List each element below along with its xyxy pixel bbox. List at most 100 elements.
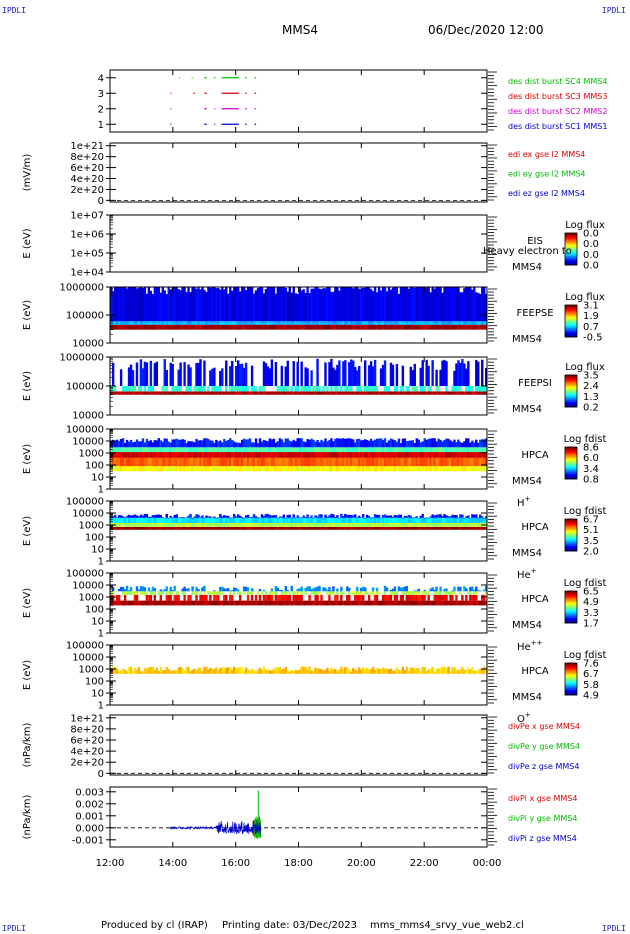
- spectrogram-cell: [205, 526, 208, 530]
- spectrogram-cell: [131, 452, 135, 458]
- spectrogram-cell: [203, 466, 206, 472]
- spectrogram-cell: [461, 324, 464, 330]
- spectrogram-cell: [171, 363, 174, 386]
- spectrogram-cell: [469, 522, 472, 527]
- spectrogram-cell: [115, 447, 119, 453]
- spectrogram-cell: [350, 522, 353, 527]
- spectrogram-cell: [211, 526, 214, 530]
- spectrogram-cell: [145, 391, 149, 395]
- spectrogram-cell: [449, 522, 452, 527]
- spectrogram-cell: [391, 364, 395, 386]
- spectrogram-cell: [233, 457, 236, 467]
- spectrogram-cell: [342, 466, 345, 472]
- spectrogram-cell: [183, 287, 186, 322]
- spectrogram-cell: [363, 360, 367, 386]
- spectrogram-cell: [477, 361, 480, 386]
- spectrogram-cell: [185, 324, 188, 330]
- spectrogram-cell: [356, 517, 359, 523]
- spectrogram-cell: [326, 466, 329, 472]
- spectrogram-cell: [431, 360, 434, 386]
- spectrogram-cell: [298, 287, 301, 322]
- y-tick-label: 3: [98, 89, 104, 100]
- spectrogram-cell: [300, 522, 303, 527]
- spectrogram-cell: [346, 391, 349, 395]
- spectrogram-cell: [383, 321, 387, 325]
- spectrogram-cell: [395, 447, 399, 453]
- spectrogram-cell: [187, 452, 190, 458]
- spectrogram-cell: [326, 324, 329, 330]
- panel-hpca_h: [106, 428, 578, 490]
- spectrogram-cell: [483, 526, 486, 530]
- y-tick-label: 10000: [72, 411, 104, 422]
- spectrogram-cell: [235, 324, 238, 330]
- spectrogram-cell: [115, 600, 119, 606]
- spectrogram-cell: [149, 516, 153, 518]
- spectrogram-cell: [300, 361, 303, 386]
- spectrogram-cell: [302, 522, 305, 527]
- spectrogram-cell: [133, 466, 137, 472]
- spectrogram-cell: [381, 321, 385, 325]
- spectrogram-cell: [318, 591, 321, 595]
- colorbar-cell: [565, 540, 577, 543]
- spectrogram-cell: [463, 522, 466, 527]
- spectrogram-cell: [217, 669, 220, 674]
- spectrogram-cell: [465, 368, 468, 386]
- spectrogram-cell: [286, 324, 289, 330]
- spectrogram-cell: [445, 386, 448, 392]
- spectrogram-cell: [431, 514, 434, 518]
- spectrogram-cell: [217, 441, 220, 448]
- spectrogram-cell: [344, 321, 347, 325]
- colorbar-cell: [565, 619, 577, 621]
- colorbar-cell: [565, 665, 577, 668]
- spectrogram-cell: [179, 362, 182, 386]
- spectrogram-cell: [300, 517, 303, 518]
- spectrogram-cell: [360, 466, 363, 472]
- spectrogram-cell: [169, 522, 172, 527]
- spectrogram-cell: [300, 391, 303, 395]
- spectrogram-cell: [121, 324, 125, 330]
- colorbar-tick-label: 6.7: [583, 669, 599, 680]
- spectrogram-cell: [187, 364, 190, 386]
- spectrogram-cell: [111, 291, 115, 322]
- spectrogram-cell: [213, 452, 216, 458]
- spectrogram-cell: [445, 526, 448, 530]
- spectrogram-cell: [235, 516, 238, 518]
- colorbar-frame: [564, 590, 578, 624]
- spectrogram-cell: [250, 526, 254, 530]
- spectrogram-cell: [407, 391, 411, 395]
- spectrogram-cell: [167, 522, 170, 527]
- spectrogram-cell: [334, 600, 337, 606]
- spectrogram-cell: [455, 321, 458, 325]
- spectrogram-cell: [471, 522, 474, 527]
- spectrogram-cell: [417, 452, 420, 458]
- spectrogram-cell: [143, 517, 147, 523]
- spectrogram-cell: [262, 516, 266, 518]
- spectrogram-cell: [356, 287, 359, 322]
- spectrogram-cell: [419, 386, 422, 392]
- spectrogram-cell: [213, 591, 216, 595]
- spectrogram-cell: [207, 517, 210, 523]
- spectrogram-cell: [431, 287, 434, 322]
- colorbar-cell: [565, 404, 577, 407]
- spectrogram-cell: [290, 517, 293, 523]
- spectrogram-cell: [342, 526, 345, 530]
- spectrogram-cell: [443, 457, 446, 467]
- colorbar-cell: [565, 452, 577, 455]
- spectrogram-cell: [252, 457, 256, 467]
- spectrogram-cell: [371, 291, 375, 322]
- spectrogram-cell: [270, 439, 274, 448]
- spectrogram-cell: [443, 513, 446, 518]
- spectrogram-cell: [336, 386, 339, 392]
- spectrogram-cell: [157, 447, 160, 453]
- colorbar-tick-label: 0.0: [583, 250, 599, 261]
- spectrogram-cell: [425, 457, 428, 467]
- spectrogram-cell: [447, 516, 450, 518]
- spectrogram-cell: [302, 324, 305, 330]
- spectrogram-cell: [240, 321, 244, 325]
- spectrogram-cell: [258, 522, 262, 527]
- spectrogram-cell: [363, 587, 367, 592]
- spectrogram-cell: [272, 526, 276, 530]
- spectrogram-cell: [175, 522, 178, 527]
- spectrogram-cell: [304, 321, 307, 325]
- spectrogram-cell: [322, 600, 325, 606]
